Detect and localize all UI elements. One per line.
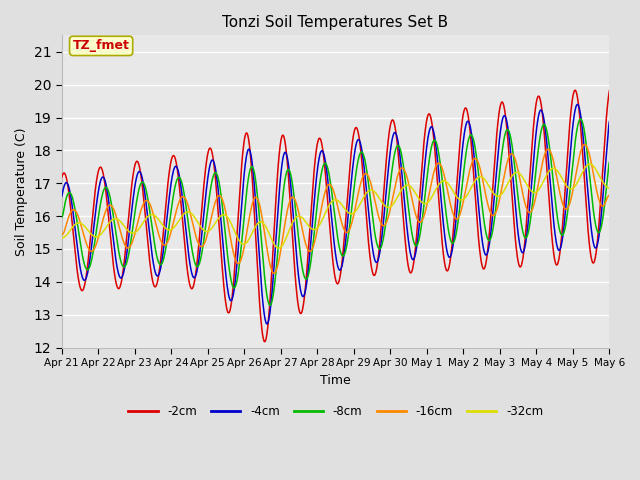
Text: TZ_fmet: TZ_fmet [73, 39, 129, 52]
X-axis label: Time: Time [320, 373, 351, 386]
Title: Tonzi Soil Temperatures Set B: Tonzi Soil Temperatures Set B [223, 15, 449, 30]
Legend: -2cm, -4cm, -8cm, -16cm, -32cm: -2cm, -4cm, -8cm, -16cm, -32cm [124, 400, 548, 423]
Y-axis label: Soil Temperature (C): Soil Temperature (C) [15, 127, 28, 256]
